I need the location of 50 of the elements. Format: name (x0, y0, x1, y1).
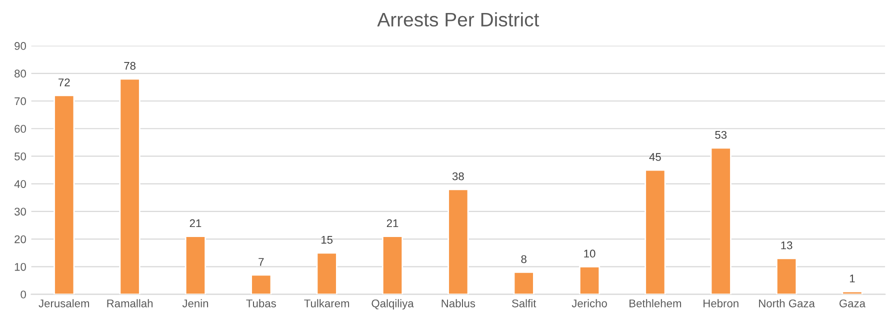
data-label: 78 (124, 62, 136, 70)
x-tick-label: Ramallah (107, 299, 153, 308)
bar (119, 78, 140, 294)
bar (382, 236, 404, 294)
x-tick-label: Tubas (246, 299, 276, 308)
bar (842, 290, 863, 294)
y-tick-label: 70 (14, 97, 26, 106)
y-tick-label: 0 (20, 290, 26, 298)
x-tick-label: Salfit (512, 299, 536, 308)
x-tick-label: Bethlehem (630, 299, 682, 308)
data-label: 21 (386, 219, 398, 228)
y-tick-label: 10 (14, 262, 26, 271)
data-label: 15 (321, 236, 333, 244)
bar (250, 274, 272, 294)
data-label: 13 (781, 241, 792, 250)
x-tick-label: Jerusalem (38, 299, 90, 308)
data-label: 1 (850, 274, 855, 282)
data-label: 38 (452, 172, 464, 180)
x-tick-label: Gaza (840, 299, 866, 308)
y-tick-label: 60 (14, 124, 26, 133)
y-tick-label: 30 (14, 208, 26, 216)
chart-title: Arrests Per District (377, 12, 540, 27)
bar (54, 94, 75, 294)
data-label: 53 (715, 130, 727, 139)
data-label: 72 (58, 78, 70, 86)
y-tick-label: 50 (14, 152, 26, 160)
y-tick-label: 20 (14, 235, 26, 244)
data-label: 8 (521, 255, 526, 264)
bar (448, 188, 469, 294)
x-tick-label: Jenin (182, 299, 208, 308)
bar (184, 236, 206, 294)
x-tick-label: Hebron (704, 299, 738, 308)
x-tick-label: North Gaza (759, 299, 815, 308)
data-label: 7 (258, 258, 264, 266)
x-tick-label: Qalqiliya (372, 299, 414, 310)
bar (513, 272, 534, 294)
data-label: 10 (584, 250, 596, 258)
x-tick-label: Jericho (572, 299, 607, 308)
bar (644, 169, 666, 294)
data-label: 45 (649, 153, 661, 161)
y-tick-label: 90 (14, 42, 26, 50)
bar (710, 147, 732, 294)
bar (316, 252, 338, 294)
bar (578, 266, 600, 294)
y-tick-label: 80 (14, 70, 26, 78)
bar (776, 258, 798, 294)
data-label: 21 (190, 219, 202, 228)
x-tick-label: Nablus (442, 299, 476, 308)
y-tick-label: 40 (14, 180, 26, 188)
x-tick-label: Tulkarem (304, 299, 350, 308)
